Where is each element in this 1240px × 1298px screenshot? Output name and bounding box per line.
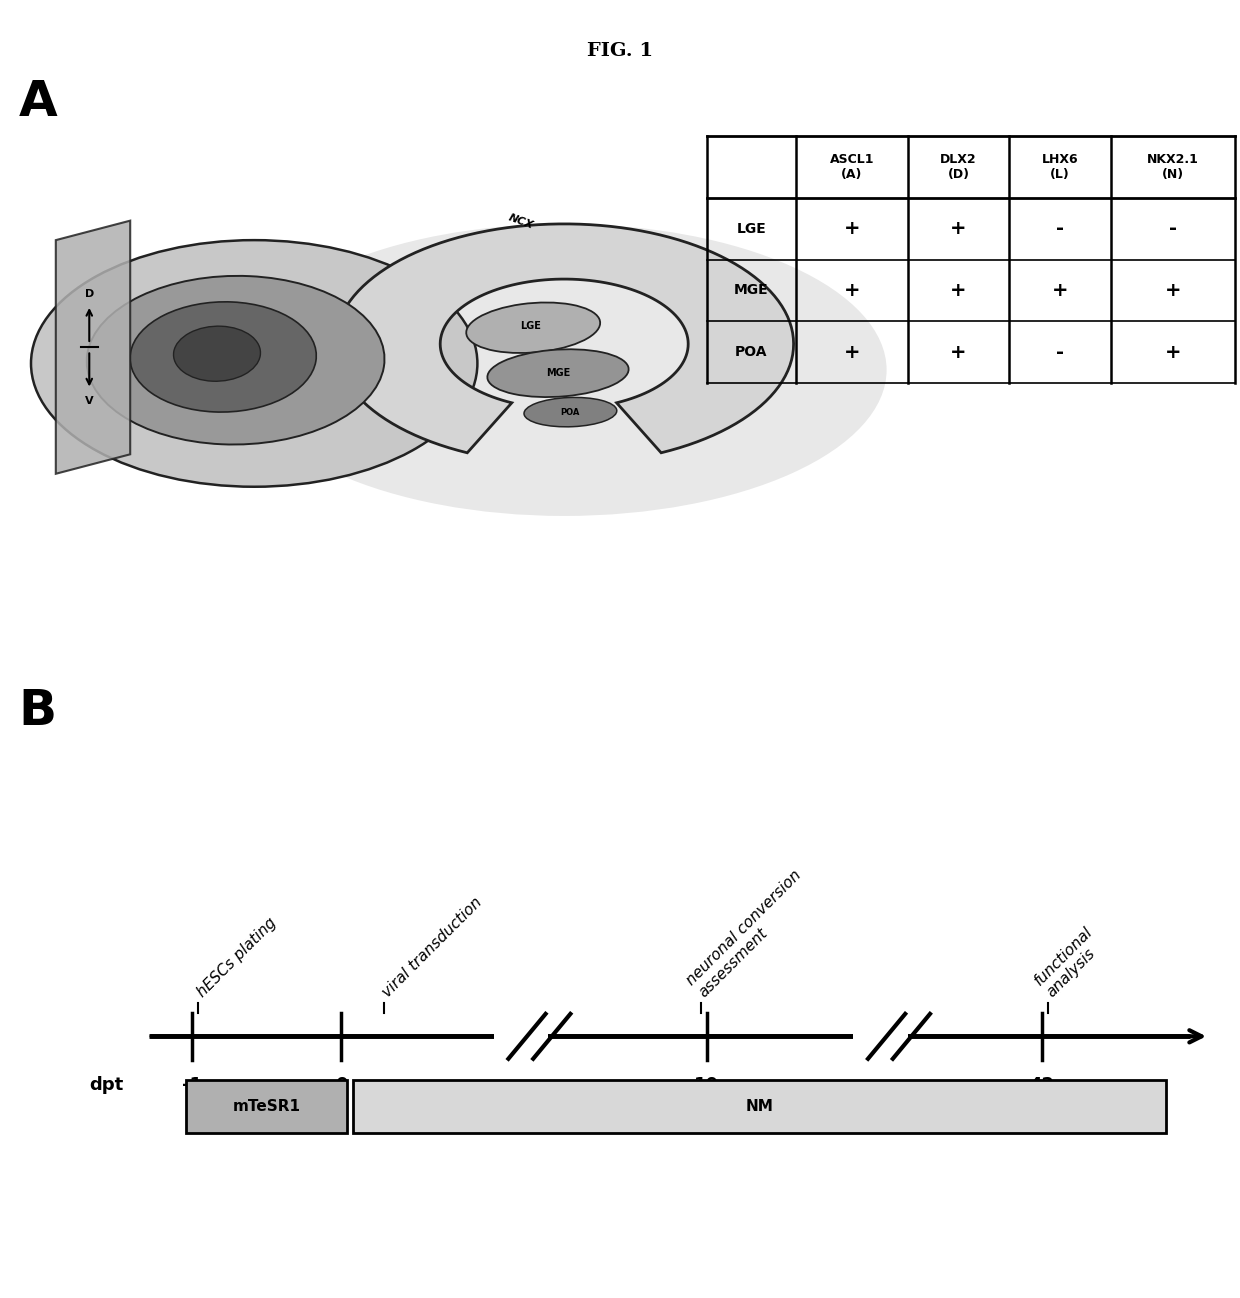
Text: functional
analysis: functional analysis bbox=[1032, 924, 1107, 1001]
Text: -: - bbox=[1056, 343, 1064, 362]
Text: LGE: LGE bbox=[521, 322, 541, 331]
Text: -: - bbox=[1169, 219, 1177, 239]
Text: V: V bbox=[86, 396, 93, 406]
Text: +: + bbox=[950, 219, 967, 239]
Text: POA: POA bbox=[560, 408, 580, 417]
Bar bbox=[186, 1080, 347, 1133]
Bar bbox=[353, 1080, 1166, 1133]
Text: +: + bbox=[843, 280, 861, 300]
Text: mTeSR1: mTeSR1 bbox=[233, 1099, 300, 1114]
Text: A: A bbox=[19, 78, 57, 126]
Text: ASCL1
(A): ASCL1 (A) bbox=[830, 153, 874, 182]
Text: MGE: MGE bbox=[734, 283, 769, 297]
Text: +: + bbox=[950, 280, 967, 300]
Text: -: - bbox=[1056, 219, 1064, 239]
Text: 42: 42 bbox=[1029, 1076, 1054, 1094]
Text: LGE: LGE bbox=[737, 222, 766, 236]
Text: -1: -1 bbox=[182, 1076, 202, 1094]
Ellipse shape bbox=[487, 349, 629, 397]
Ellipse shape bbox=[525, 397, 616, 427]
Text: +: + bbox=[843, 219, 861, 239]
Text: B: B bbox=[19, 688, 57, 736]
Text: MGE: MGE bbox=[546, 369, 570, 378]
Text: +: + bbox=[843, 343, 861, 362]
Ellipse shape bbox=[130, 302, 316, 411]
Ellipse shape bbox=[87, 276, 384, 444]
Text: hESCs plating: hESCs plating bbox=[193, 915, 279, 1001]
Ellipse shape bbox=[466, 302, 600, 353]
Text: +: + bbox=[1164, 280, 1182, 300]
Text: FIG. 1: FIG. 1 bbox=[587, 42, 653, 60]
Text: dpt: dpt bbox=[89, 1076, 124, 1094]
Bar bbox=[494, 1011, 548, 1062]
Text: NCX: NCX bbox=[507, 212, 534, 231]
Ellipse shape bbox=[242, 223, 887, 515]
Text: DLX2
(D): DLX2 (D) bbox=[940, 153, 977, 182]
Text: D: D bbox=[84, 288, 94, 299]
Polygon shape bbox=[335, 225, 794, 453]
Polygon shape bbox=[56, 221, 130, 474]
Ellipse shape bbox=[174, 326, 260, 382]
Text: NKX2.1
(N): NKX2.1 (N) bbox=[1147, 153, 1199, 182]
Text: LHX6
(L): LHX6 (L) bbox=[1042, 153, 1079, 182]
Text: +: + bbox=[1164, 343, 1182, 362]
Text: neuronal conversion
assessment: neuronal conversion assessment bbox=[684, 867, 817, 1001]
Text: NM: NM bbox=[745, 1099, 774, 1114]
Bar bbox=[853, 1011, 908, 1062]
Text: POA: POA bbox=[735, 345, 768, 360]
Ellipse shape bbox=[31, 240, 477, 487]
Text: 10: 10 bbox=[694, 1076, 719, 1094]
Text: +: + bbox=[950, 343, 967, 362]
Text: +: + bbox=[1052, 280, 1069, 300]
Text: viral transduction: viral transduction bbox=[379, 894, 485, 1001]
Text: 0: 0 bbox=[335, 1076, 347, 1094]
